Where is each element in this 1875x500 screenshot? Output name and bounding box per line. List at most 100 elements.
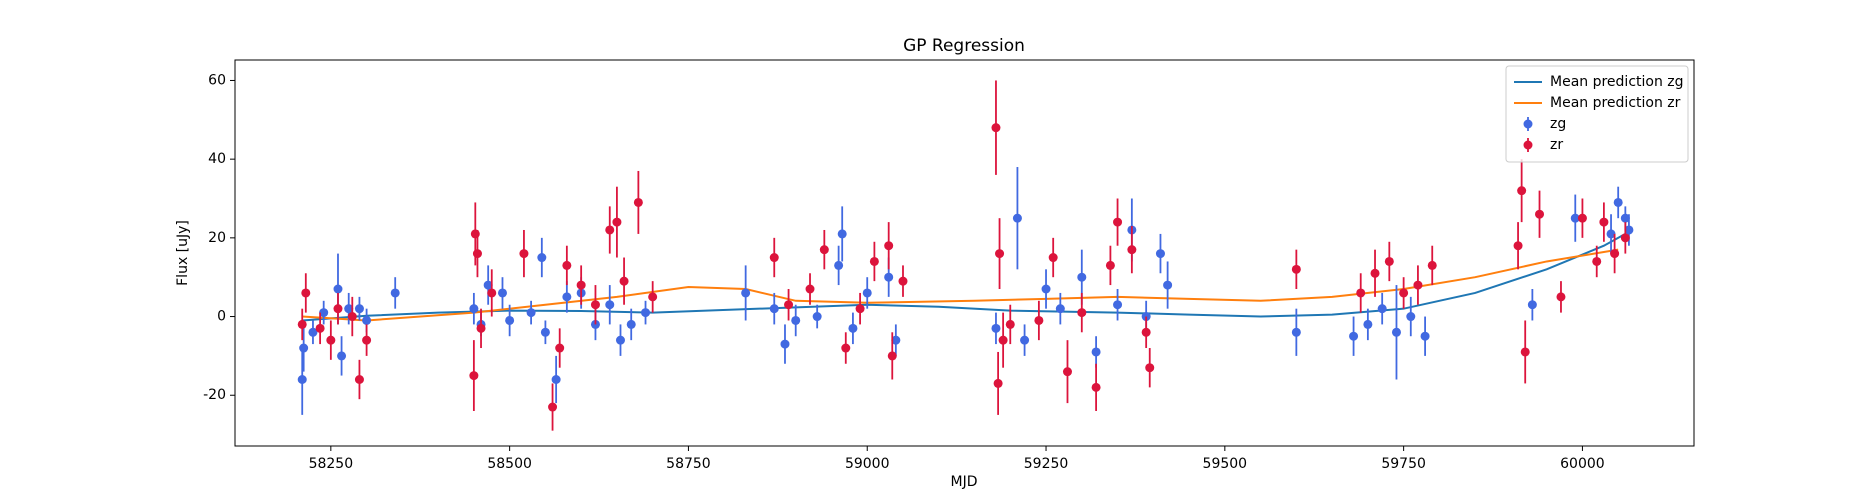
data-point	[1113, 300, 1123, 310]
data-point	[308, 327, 318, 337]
data-point	[483, 280, 493, 290]
data-point	[891, 335, 901, 345]
x-tick-label: 59750	[1381, 456, 1426, 472]
y-tick-label: 0	[217, 309, 226, 325]
data-point	[848, 323, 858, 333]
data-point	[1613, 197, 1623, 207]
legend-label: Mean prediction zg	[1550, 74, 1684, 90]
x-tick-label: 59500	[1203, 456, 1248, 472]
data-point	[1091, 347, 1101, 357]
data-point	[362, 315, 372, 325]
data-point	[1599, 217, 1609, 227]
data-point	[819, 245, 829, 255]
data-point	[1041, 284, 1051, 294]
data-point	[1291, 327, 1301, 337]
data-point	[354, 375, 364, 385]
data-point	[1349, 331, 1359, 341]
data-point	[1048, 253, 1058, 263]
x-tick-label: 58750	[666, 456, 711, 472]
x-tick-label: 58250	[309, 456, 354, 472]
data-point	[998, 335, 1008, 345]
data-point	[344, 304, 354, 314]
data-point	[869, 256, 879, 266]
data-point	[641, 308, 651, 318]
data-point	[887, 351, 897, 361]
data-point	[884, 272, 894, 282]
data-point	[1062, 367, 1072, 377]
data-point	[769, 253, 779, 263]
x-axis-label: MJD	[951, 474, 978, 490]
data-point	[362, 335, 372, 345]
data-point	[540, 327, 550, 337]
data-point	[1420, 331, 1430, 341]
data-point	[1520, 347, 1530, 357]
data-point	[1291, 264, 1301, 274]
data-point	[1091, 382, 1101, 392]
data-point	[1113, 217, 1123, 227]
x-tick-label: 59000	[845, 456, 890, 472]
data-point	[551, 375, 561, 385]
data-point	[1034, 315, 1044, 325]
data-point	[590, 300, 600, 310]
data-point	[862, 288, 872, 298]
data-point	[1384, 256, 1394, 266]
data-point	[1556, 292, 1566, 302]
legend-label: Mean prediction zr	[1550, 95, 1681, 111]
data-point	[297, 319, 307, 329]
legend-swatch	[1523, 119, 1533, 129]
y-tick-label: 20	[208, 230, 226, 246]
data-point	[562, 260, 572, 270]
data-point	[991, 323, 1001, 333]
data-point	[615, 335, 625, 345]
data-point	[470, 229, 480, 239]
data-point	[1127, 245, 1137, 255]
data-point	[995, 249, 1005, 259]
legend-swatch	[1523, 140, 1533, 150]
data-point	[1624, 225, 1634, 235]
legend-label: zg	[1550, 116, 1566, 132]
legend-label: zr	[1550, 137, 1563, 153]
data-point	[562, 292, 572, 302]
data-point	[1105, 260, 1115, 270]
x-tick-label: 59250	[1024, 456, 1069, 472]
data-point	[476, 323, 486, 333]
data-point	[1527, 300, 1537, 310]
data-point	[1406, 312, 1416, 322]
data-point	[626, 319, 636, 329]
data-point	[1606, 229, 1616, 239]
data-point	[769, 304, 779, 314]
data-point	[1399, 288, 1409, 298]
data-point	[1155, 249, 1165, 259]
data-point	[333, 284, 343, 294]
data-point	[337, 351, 347, 361]
data-point	[390, 288, 400, 298]
data-point	[884, 241, 894, 251]
data-point	[537, 253, 547, 263]
data-point	[299, 343, 309, 353]
data-point	[784, 300, 794, 310]
data-point	[605, 225, 615, 235]
data-point	[1610, 249, 1620, 259]
data-point	[1356, 288, 1366, 298]
data-point	[1517, 186, 1527, 196]
y-tick-label: 40	[208, 151, 226, 167]
data-point	[837, 229, 847, 239]
data-point	[993, 378, 1003, 388]
data-point	[834, 260, 844, 270]
data-point	[791, 315, 801, 325]
y-axis-label: Flux [uJy]	[175, 220, 191, 286]
data-point	[1145, 363, 1155, 373]
data-point	[469, 304, 479, 314]
data-point	[1012, 213, 1022, 223]
data-point	[519, 249, 529, 259]
data-point	[297, 375, 307, 385]
data-point	[633, 197, 643, 207]
data-point	[1163, 280, 1173, 290]
data-point	[555, 343, 565, 353]
data-point	[1427, 260, 1437, 270]
x-tick-label: 58500	[487, 456, 532, 472]
data-point	[333, 304, 343, 314]
mean-line	[302, 233, 1626, 322]
data-point	[991, 123, 1001, 133]
data-point	[619, 276, 629, 286]
